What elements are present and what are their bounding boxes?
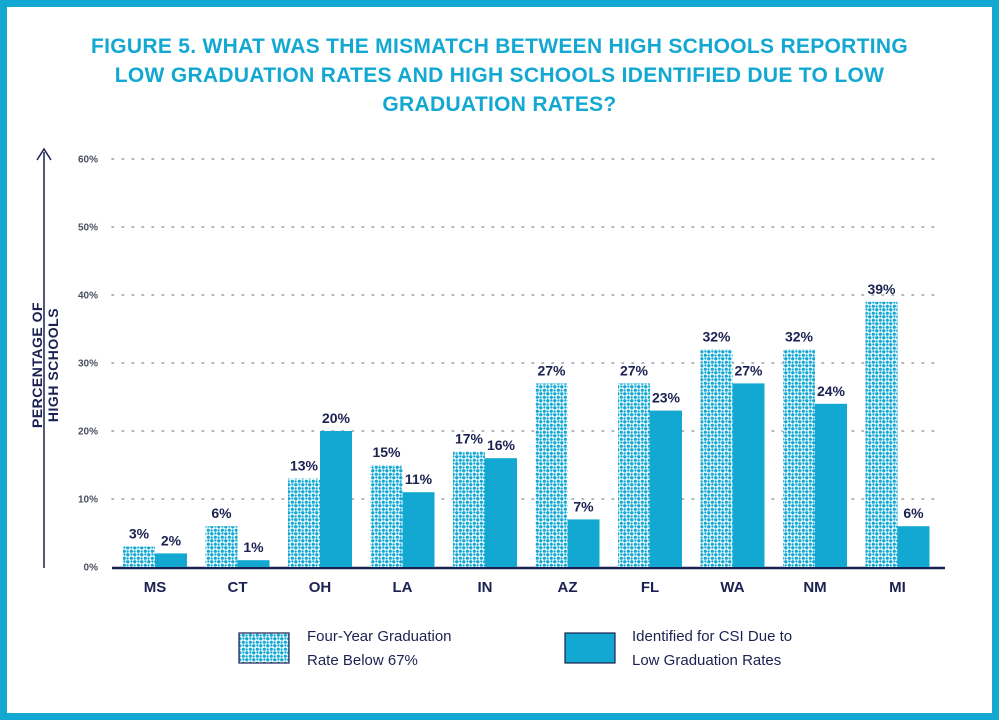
data-label-csi: 6% (903, 505, 924, 521)
data-label-graduation: 15% (372, 444, 401, 460)
x-tick-label: MI (889, 579, 906, 596)
x-tick-label: MS (144, 579, 167, 596)
y-tick-label: 10% (78, 495, 98, 506)
bar-identified-csi (732, 383, 765, 567)
bar-graduation-below-67 (618, 383, 650, 567)
y-tick-label: 60% (78, 155, 98, 166)
bar-graduation-below-67 (700, 349, 733, 567)
data-label-graduation: 27% (537, 362, 566, 378)
data-label-graduation: 13% (290, 458, 319, 474)
bar-graduation-below-67 (288, 478, 320, 567)
bar-graduation-below-67 (865, 301, 898, 567)
data-label-csi: 7% (573, 498, 594, 514)
x-tick-label: OH (309, 579, 332, 596)
data-label-csi: 20% (322, 410, 351, 426)
data-label-csi: 27% (734, 362, 763, 378)
data-label-csi: 11% (405, 471, 433, 487)
y-axis-label: PERCENTAGE OFHIGH SCHOOLS (29, 302, 61, 428)
y-tick-label: 20% (78, 427, 98, 438)
gridlines (111, 158, 936, 500)
data-label-csi: 2% (161, 532, 182, 548)
data-label-csi: 1% (243, 539, 264, 555)
axes: 0% 10% 20% 30% 40% 50% 60% PERCENTAGE OFHIGH SC… (29, 147, 945, 596)
bar-identified-csi (815, 403, 847, 567)
bar-graduation-below-67 (370, 465, 403, 567)
y-axis-arrowhead (36, 147, 52, 161)
bar-graduation-below-67 (783, 349, 815, 567)
bar-identified-csi (485, 458, 517, 567)
data-label-csi: 16% (487, 437, 516, 453)
x-tick-label: IN (478, 579, 493, 596)
legend-label-csi: Identified for CSI Due to Low Graduation … (632, 628, 792, 669)
bar-identified-csi (320, 431, 352, 567)
bar-identified-csi (897, 526, 930, 567)
bar-identified-csi (567, 519, 600, 567)
bar-graduation-below-67 (453, 451, 485, 567)
data-label-graduation: 39% (867, 281, 896, 297)
bar-identified-csi (155, 553, 187, 567)
bar-graduation-below-67 (535, 383, 568, 567)
x-tick-label: CT (228, 579, 248, 596)
x-tick-label: NM (803, 579, 826, 596)
x-tick-label: WA (720, 579, 744, 596)
legend-swatch-csi (564, 632, 616, 664)
y-tick-label: 40% (78, 291, 98, 302)
data-label-graduation: 32% (785, 328, 814, 344)
x-tick-label: LA (393, 579, 413, 596)
legend-swatch-graduation (238, 632, 290, 664)
y-tick-label: 0% (84, 563, 99, 574)
legend: Four-Year Graduation Rate Below 67% Identi… (238, 628, 792, 669)
y-tick-label: 30% (78, 359, 98, 370)
bar-graduation-below-67 (123, 546, 155, 567)
bar-identified-csi (650, 410, 682, 567)
data-label-graduation: 32% (702, 328, 731, 344)
data-label-graduation: 27% (620, 362, 649, 378)
bar-graduation-below-67 (205, 526, 238, 567)
y-tick-label: 50% (78, 223, 98, 234)
data-label-csi: 24% (817, 383, 846, 399)
bar-identified-csi (402, 492, 435, 567)
data-label-csi: 23% (652, 390, 681, 406)
x-tick-label: FL (641, 579, 659, 596)
bar-identified-csi (237, 560, 270, 567)
chart-title: FIGURE 5. WHAT WAS THE MISMATCH BETWEEN … (91, 35, 908, 116)
data-label-graduation: 6% (211, 505, 232, 521)
data-label-graduation: 3% (129, 526, 150, 542)
legend-label-graduation: Four-Year Graduation Rate Below 67% (307, 628, 452, 669)
bars (123, 301, 930, 567)
x-tick-label: AZ (558, 579, 578, 596)
data-labels: 3% 2%6%1%13%20%15%11%17% 16%27%7%27%23%32%… (129, 281, 924, 555)
data-label-graduation: 17% (455, 430, 484, 446)
